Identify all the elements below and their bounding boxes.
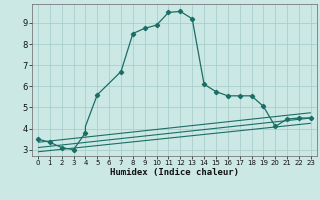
X-axis label: Humidex (Indice chaleur): Humidex (Indice chaleur) [110,168,239,177]
